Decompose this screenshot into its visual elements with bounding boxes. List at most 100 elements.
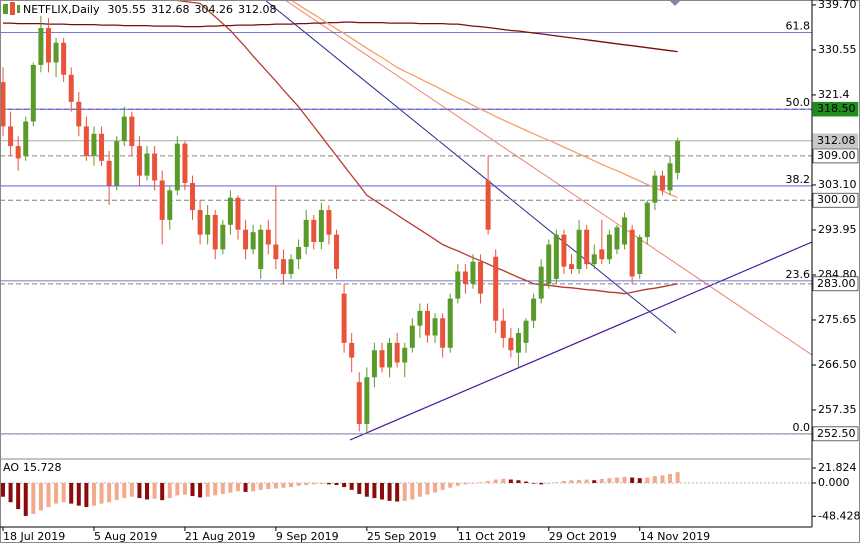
ao-bar	[584, 479, 589, 483]
candle-body	[402, 347, 408, 363]
candle-body	[280, 259, 286, 274]
ao-bar	[470, 482, 475, 484]
candle-body	[667, 163, 673, 191]
x-tick-label: 11 Oct 2019	[458, 530, 526, 543]
ao-bar	[251, 482, 256, 492]
candle-body	[258, 229, 264, 270]
ao-bar	[114, 482, 119, 501]
ao-bar	[463, 482, 468, 485]
ao-panel	[0, 472, 812, 516]
candle-body	[273, 244, 279, 260]
candle-body	[652, 175, 658, 203]
ao-bar	[455, 482, 460, 486]
ao-bar	[167, 482, 172, 499]
ao-bar	[152, 482, 157, 499]
ao-bar	[129, 482, 134, 497]
candle-body	[394, 342, 400, 363]
ao-bar	[319, 482, 324, 485]
candle-body	[523, 320, 529, 343]
candle-body	[311, 219, 317, 243]
ao-bar	[31, 482, 36, 514]
ao-bar	[228, 482, 233, 493]
candle-body	[576, 229, 582, 270]
candle-body	[447, 298, 453, 348]
price-tag	[812, 276, 859, 292]
ao-bar	[546, 482, 551, 484]
candle-body	[167, 190, 173, 220]
candle-body	[23, 121, 29, 156]
candle-body	[76, 101, 82, 127]
price-tag	[812, 426, 859, 442]
candle-body	[106, 160, 112, 186]
y-tick-label: 257.35	[818, 403, 857, 416]
ao-bar	[417, 482, 422, 497]
candle-body	[675, 140, 681, 173]
candle-body	[470, 261, 476, 284]
fib-label: 50.0	[786, 96, 811, 109]
ao-bar	[637, 478, 642, 483]
candle-body	[152, 153, 158, 181]
candle-body	[61, 42, 67, 75]
candle-body	[129, 116, 135, 147]
candle-body	[114, 141, 120, 186]
ao-bar	[54, 482, 59, 504]
ao-bar	[107, 482, 112, 503]
ao-bar	[668, 474, 673, 483]
price-panel	[0, 0, 812, 441]
candle-body	[508, 337, 514, 351]
ao-bar	[561, 480, 566, 483]
candle-body	[121, 116, 127, 142]
candle-body	[500, 320, 506, 338]
ao-bar	[440, 482, 445, 490]
shift-marker	[670, 1, 680, 6]
close: 312.08	[238, 3, 277, 16]
candle-body	[182, 143, 188, 183]
candle-body	[53, 42, 59, 63]
fib-label: 0.0	[793, 421, 811, 434]
ao-bar	[607, 478, 612, 483]
ao-bar	[645, 477, 650, 483]
ao-bar	[76, 482, 81, 506]
candle-body	[227, 197, 233, 225]
ao-value: 15.728	[23, 461, 62, 474]
candle-body	[599, 249, 605, 260]
candle-body	[462, 271, 468, 284]
ao-bar	[614, 477, 619, 483]
candle-body	[30, 64, 36, 122]
price-tag-label: 283.00	[817, 277, 856, 290]
candle-body	[144, 153, 150, 176]
ao-bar	[235, 482, 240, 492]
ao-bar	[273, 482, 278, 489]
ao-bar	[599, 478, 604, 483]
price-tag-label: 300.00	[817, 193, 856, 206]
price-tag	[812, 101, 859, 117]
candle-body	[531, 298, 537, 321]
ao-bar	[311, 482, 316, 485]
candle-body	[159, 180, 165, 220]
ao-bar	[220, 482, 225, 494]
ao-bar	[91, 482, 96, 506]
price-tag	[812, 192, 859, 208]
candle-body	[220, 224, 226, 250]
price-tag-label: 318.50	[817, 102, 856, 115]
candle-body	[455, 271, 461, 299]
ao-bar	[326, 482, 331, 485]
ao-bar	[349, 482, 354, 490]
ao-bar	[410, 482, 415, 500]
ao-bar	[289, 482, 294, 488]
ao-bar	[660, 475, 665, 483]
ao-tick-label: 0.000	[818, 476, 850, 489]
x-tick-label: 29 Oct 2019	[549, 530, 617, 543]
candle-body	[417, 310, 423, 326]
price-tag	[812, 148, 859, 164]
trend-line	[349, 241, 812, 441]
ao-bar	[630, 477, 635, 483]
ao-bar	[592, 480, 597, 483]
candle-body	[424, 310, 430, 336]
ao-bar	[84, 482, 89, 508]
ao-bar	[425, 482, 430, 495]
candle-body	[644, 202, 650, 238]
ao-bar	[448, 482, 453, 488]
candle-body	[197, 210, 203, 235]
